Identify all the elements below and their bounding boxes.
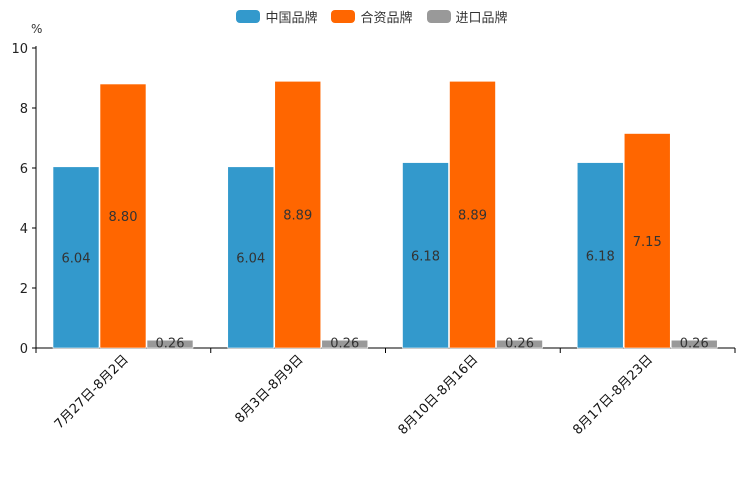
legend-label-joint: 合资品牌 <box>360 11 413 26</box>
y-tick-label: 0 <box>20 342 28 357</box>
bar-value-label: 8.89 <box>458 209 487 224</box>
bar-import <box>496 339 543 349</box>
legend-swatch-import <box>426 10 451 23</box>
legend-swatch-joint <box>331 10 356 23</box>
x-tick-label: 8月10日-8月16日 <box>396 352 482 438</box>
legend-label-import: 进口品牌 <box>455 11 508 26</box>
bar-value-label: 6.04 <box>62 251 91 266</box>
bar-china <box>576 162 624 349</box>
bar-value-label: 6.18 <box>586 249 615 264</box>
legend-swatch-china <box>236 10 261 23</box>
bar-value-label: 7.15 <box>633 235 662 250</box>
legend: 中国品牌 合资品牌 进口品牌 <box>0 7 744 26</box>
bar-value-label: 6.18 <box>411 249 440 264</box>
bar-joint <box>449 81 496 349</box>
bar-joint <box>99 83 147 349</box>
y-tick-label: 6 <box>20 162 28 177</box>
x-tick-label: 7月27日-8月2日 <box>52 352 132 432</box>
bar-joint <box>623 133 671 349</box>
bar-china <box>52 166 100 349</box>
bar-value-label: 0.26 <box>330 337 359 352</box>
bar-value-label: 0.26 <box>505 337 534 352</box>
y-tick-label: 2 <box>20 282 28 297</box>
bar-china <box>402 162 449 349</box>
legend-item-china[interactable]: 中国品牌 <box>236 7 317 26</box>
y-tick-label: 10 <box>11 42 28 57</box>
bar-joint <box>274 81 322 349</box>
y-axis-unit: % <box>31 22 43 36</box>
bar-value-label: 6.04 <box>236 251 265 266</box>
bar-value-label: 8.89 <box>283 209 312 224</box>
bar-value-label: 0.26 <box>156 337 185 352</box>
legend-item-import[interactable]: 进口品牌 <box>426 7 508 26</box>
legend-item-joint[interactable]: 合资品牌 <box>331 7 413 26</box>
y-tick-label: 8 <box>20 102 28 117</box>
x-tick-label: 8月17日-8月23日 <box>570 352 656 438</box>
bar-value-label: 8.80 <box>109 210 138 225</box>
x-tick-label: 8月3日-8月9日 <box>232 352 306 426</box>
y-tick-label: 4 <box>20 222 28 237</box>
bar-import <box>670 339 718 349</box>
bar-value-label: 0.26 <box>680 337 709 352</box>
bar-import <box>321 339 369 349</box>
bar-china <box>227 166 275 349</box>
legend-label-china: 中国品牌 <box>265 11 318 26</box>
bar-import <box>146 339 194 349</box>
